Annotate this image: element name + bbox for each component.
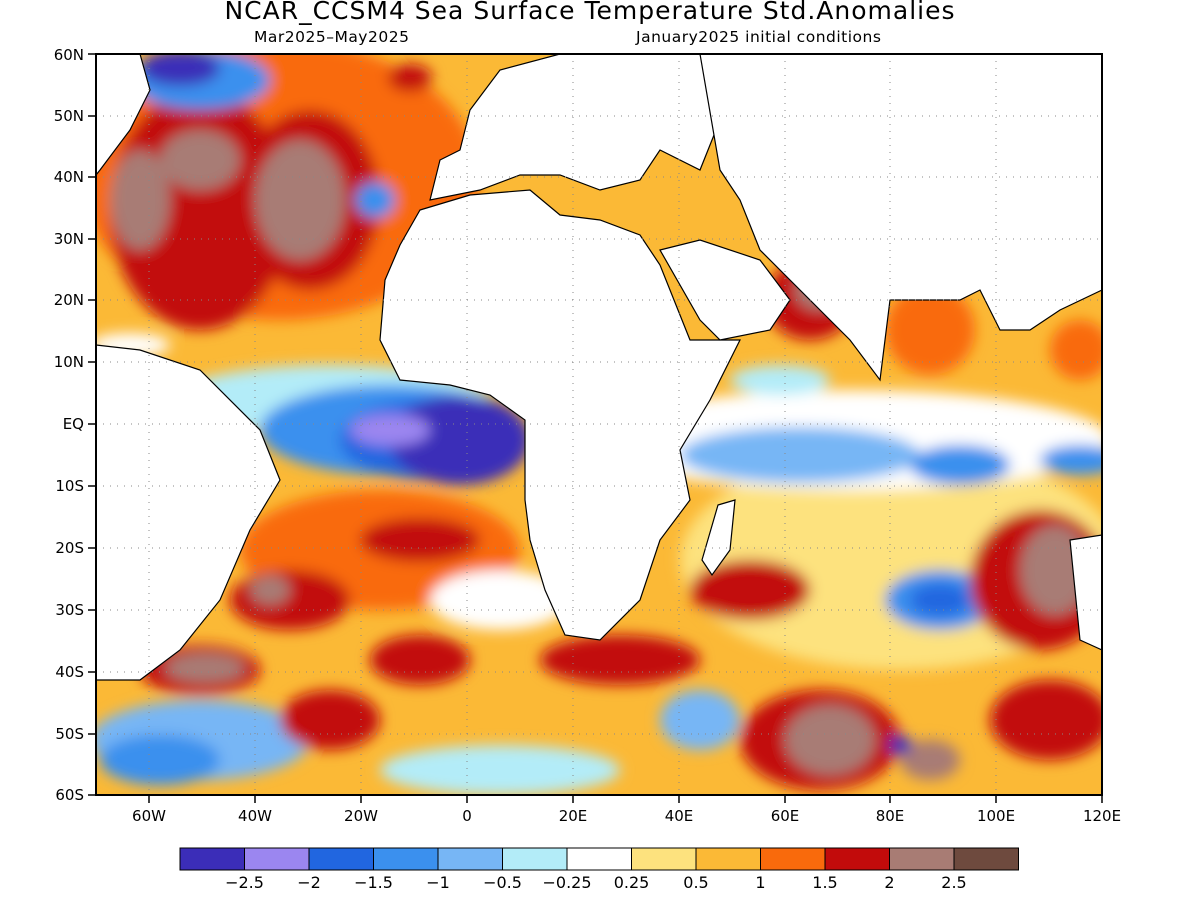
initial-conditions: January2025 initial conditions — [636, 28, 882, 46]
lat-label-30s: 30S — [55, 601, 84, 619]
lon-label-60e: 60E — [771, 807, 800, 825]
lat-label-eq: EQ — [63, 415, 84, 433]
lat-label-40s: 40S — [55, 663, 84, 681]
colorbar-swatch — [308, 847, 374, 871]
axis-ticks — [88, 53, 1103, 803]
south-america-landmass — [96, 344, 281, 681]
lat-label-60n: 60N — [54, 46, 84, 64]
colorbar-label: −2 — [297, 873, 321, 892]
arabia-landmass — [659, 239, 791, 341]
colorbar-swatch — [437, 847, 503, 871]
lat-label-50s: 50S — [55, 725, 84, 743]
colorbar-swatch — [824, 847, 890, 871]
lat-label-10s: 10S — [55, 477, 84, 495]
colorbar-label: −1 — [426, 873, 450, 892]
africa-landmass — [379, 189, 741, 641]
colorbar-swatch — [631, 847, 697, 871]
lat-label-20n: 20N — [54, 291, 84, 309]
colorbar-label: −1.5 — [354, 873, 393, 892]
madagascar-landmass — [701, 499, 736, 577]
lat-label-40n: 40N — [54, 168, 84, 186]
colorbar-label: −2.5 — [225, 873, 264, 892]
colorbar-swatch — [695, 847, 761, 871]
map-title: NCAR_CCSM4 Sea Surface Temperature Std.A… — [224, 0, 956, 25]
lon-label-60w: 60W — [132, 807, 166, 825]
lon-label-80e: 80E — [876, 807, 905, 825]
australia-landmass — [1069, 534, 1102, 651]
valid-period: Mar2025–May2025 — [254, 28, 410, 46]
colorbar-label: 2.5 — [941, 873, 966, 892]
lon-label-120e: 120E — [1083, 807, 1121, 825]
colorbar-swatch — [889, 847, 955, 871]
land-masses — [96, 54, 1102, 681]
lat-label-10n: 10N — [54, 353, 84, 371]
colorbar-swatch — [760, 847, 826, 871]
lat-label-50n: 50N — [54, 107, 84, 125]
colorbar-label: 1 — [755, 873, 765, 892]
lon-label-20w: 20W — [344, 807, 378, 825]
lon-labels: 60W 40W 20W 0 20E 40E 60E 80E 100E 120E — [132, 807, 1121, 825]
asia-landmass — [699, 54, 1102, 382]
north-america-landmass — [96, 54, 151, 176]
colorbar-swatch — [244, 847, 310, 871]
colorbar-swatch — [953, 847, 1019, 871]
colorbar-label: 1.5 — [812, 873, 837, 892]
colorbar-swatch — [566, 847, 632, 871]
lon-label-40e: 40E — [665, 807, 694, 825]
colorbar-label: −0.5 — [483, 873, 522, 892]
colorbar-label: 0.5 — [683, 873, 708, 892]
lat-label-20s: 20S — [55, 539, 84, 557]
lon-label-40w: 40W — [238, 807, 272, 825]
lon-label-20e: 20E — [559, 807, 588, 825]
lat-labels: 60N 50N 40N 30N 20N 10N EQ 10S 20S 30S 4… — [54, 46, 84, 804]
colorbar-label: −0.25 — [542, 873, 591, 892]
lat-label-30n: 30N — [54, 230, 84, 248]
colorbar-swatch — [502, 847, 568, 871]
europe-landmass — [429, 54, 721, 201]
lat-label-60s: 60S — [55, 786, 84, 804]
colorbar-swatch — [373, 847, 439, 871]
colorbar-swatch — [179, 847, 245, 871]
colorbar-label: 2 — [884, 873, 894, 892]
colorbar: −2.5 −2 −1.5 −1 −0.5 −0.25 0.25 0.5 1 1.5 2 2.5 — [179, 847, 1019, 892]
lon-label-100e: 100E — [977, 807, 1015, 825]
lon-label-0: 0 — [462, 807, 472, 825]
colorbar-label: 0.25 — [614, 873, 650, 892]
